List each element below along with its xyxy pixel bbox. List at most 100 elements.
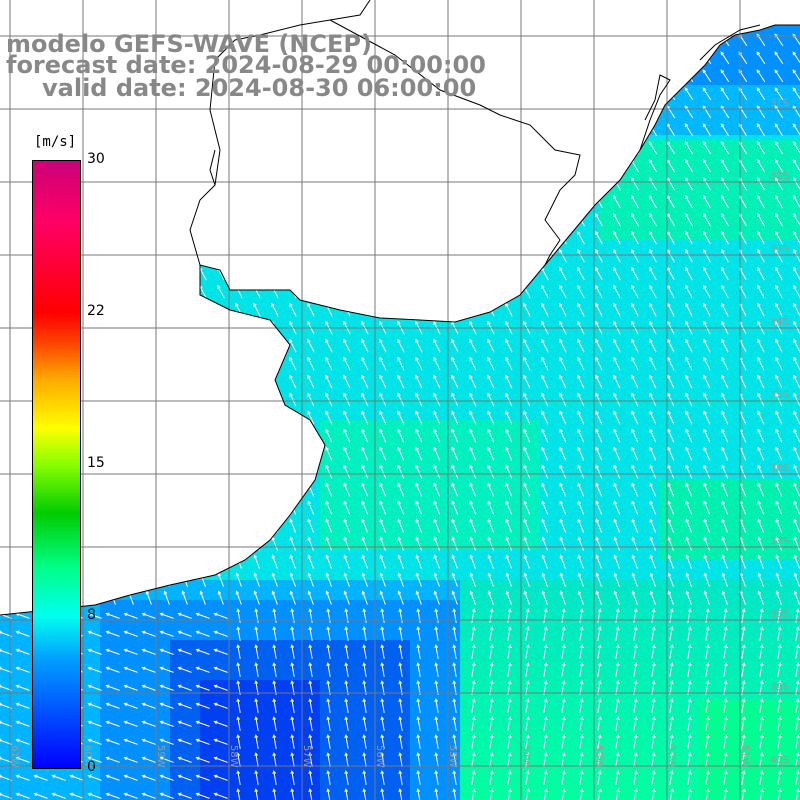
wind-arrow (290, 662, 295, 677)
wind-arrow (271, 266, 279, 281)
wind-arrow (595, 464, 603, 479)
wind-arrow (630, 51, 640, 65)
wind-arrow (561, 644, 566, 659)
wind-arrow (721, 213, 729, 227)
wind-arrow (795, 698, 800, 713)
wind-arrow (759, 734, 764, 749)
wind-arrow (757, 356, 765, 371)
wind-arrow (289, 356, 297, 371)
wind-arrow (792, 159, 800, 173)
wind-arrow (613, 482, 621, 497)
wind-arrow (684, 123, 694, 137)
wind-arrow (325, 266, 333, 281)
wind-arrow (631, 248, 639, 263)
wind-arrow (505, 482, 513, 497)
wind-arrow (687, 626, 692, 641)
wind-arrow (703, 356, 711, 371)
wind-arrow (775, 428, 783, 443)
wind-arrow (127, 284, 135, 299)
wind-arrow (361, 518, 369, 533)
wind-arrow (757, 374, 765, 389)
wind-arrow (487, 590, 494, 605)
wind-arrow (145, 230, 153, 245)
wind-arrow (577, 410, 585, 425)
wind-arrow (91, 572, 98, 587)
wind-arrow (289, 338, 297, 353)
wind-arrow (163, 284, 171, 299)
wind-arrow (703, 464, 711, 479)
wind-arrow (721, 428, 729, 443)
wind-arrow (141, 702, 156, 709)
wind-arrow (450, 105, 460, 119)
wind-arrow (579, 770, 584, 785)
wind-arrow (0, 774, 12, 781)
wind-arrow (325, 482, 333, 497)
wind-arrow (19, 266, 27, 281)
wind-arrow (325, 410, 333, 425)
wind-arrow (272, 788, 277, 800)
wind-arrow (703, 338, 711, 353)
wind-arrow (684, 51, 694, 65)
wind-arrow (775, 284, 783, 299)
wind-arrow (705, 626, 710, 641)
wind-arrow (433, 248, 441, 263)
wind-arrow (541, 284, 549, 299)
wind-arrow (397, 338, 405, 353)
wind-arrow (290, 644, 295, 659)
wind-arrow (141, 666, 156, 673)
wind-arrow (379, 446, 387, 461)
wind-arrow (558, 87, 568, 101)
wind-arrow (505, 248, 513, 263)
wind-arrow (432, 105, 442, 119)
wind-arrow (181, 230, 189, 245)
wind-arrow (523, 266, 531, 281)
wind-arrow (723, 644, 728, 659)
wind-arrow (795, 644, 800, 659)
wind-arrow (91, 230, 99, 245)
wind-arrow (0, 738, 12, 745)
wind-arrow (307, 500, 315, 515)
wind-arrow (105, 774, 120, 781)
wind-arrow (615, 626, 620, 641)
wind-arrow (774, 159, 784, 173)
wind-arrow (416, 608, 421, 623)
wind-arrow (505, 230, 513, 245)
wind-arrow (159, 720, 174, 727)
wind-arrow (471, 788, 476, 800)
wind-arrow (522, 141, 532, 155)
wind-arrow (487, 356, 495, 371)
wind-arrow (667, 392, 675, 407)
wind-arrow (595, 536, 603, 551)
wind-arrow (505, 572, 512, 587)
wind-arrow (793, 302, 800, 317)
wind-arrow (597, 734, 602, 749)
wind-arrow (741, 626, 746, 641)
wind-arrow (19, 392, 27, 407)
wind-arrow (721, 518, 729, 533)
wind-arrow (217, 464, 225, 479)
wind-arrow (105, 756, 120, 763)
wind-arrow (507, 734, 512, 749)
wind-arrow (487, 230, 495, 245)
wind-arrow (342, 159, 352, 173)
wind-arrow (471, 716, 476, 731)
wind-arrow (416, 752, 421, 767)
wind-arrow (631, 230, 639, 245)
wind-arrow (595, 554, 602, 569)
wind-arrow (91, 284, 99, 299)
wind-arrow (594, 141, 604, 155)
wind-arrow (105, 648, 120, 655)
wind-arrow (775, 410, 783, 425)
wind-arrow (793, 446, 800, 461)
wind-arrow (525, 698, 530, 713)
wind-arrow (109, 230, 117, 245)
wind-arrow (235, 590, 242, 605)
wind-arrow (489, 716, 494, 731)
wind-arrow (451, 464, 459, 479)
wind-arrow (181, 518, 189, 533)
wind-arrow (15, 738, 30, 745)
wind-arrow (649, 464, 657, 479)
wind-arrow (145, 446, 153, 461)
wind-arrow (721, 500, 729, 515)
wind-arrow (108, 195, 117, 209)
